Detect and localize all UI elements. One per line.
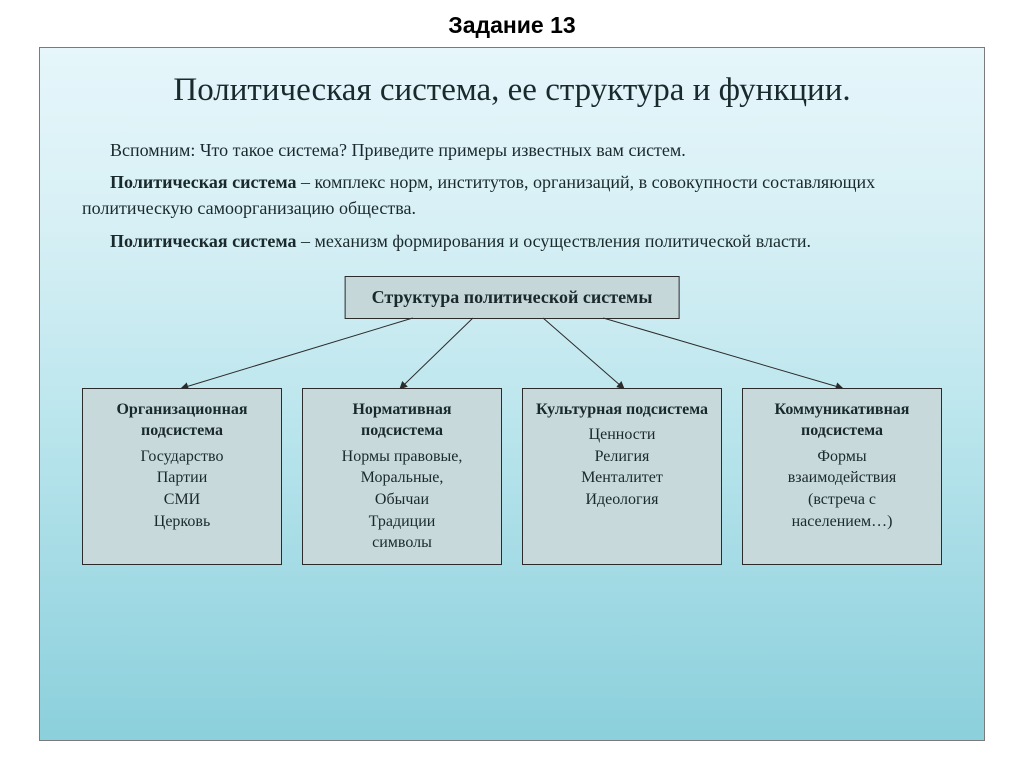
child0-item3: Церковь	[91, 511, 273, 533]
connector-line-3	[603, 318, 842, 388]
child2-item3: Идеология	[531, 489, 713, 511]
child-title-3: Коммуникативная подсистема	[751, 399, 933, 442]
child1-item4: символы	[311, 532, 493, 554]
child3-item2: (встреча с	[751, 489, 933, 511]
slide: Политическая система, ее структура и фун…	[39, 47, 985, 741]
p2-bold: Политическая система	[110, 231, 296, 251]
paragraph-def1: Политическая система – комплекс норм, ин…	[82, 169, 942, 221]
slide-title: Политическая система, ее структура и фун…	[82, 70, 942, 111]
paragraph-def2: Политическая система – механизм формиров…	[82, 228, 942, 254]
p2-text: – механизм формирования и осуществления …	[296, 231, 811, 251]
child1-item0: Нормы правовые,	[311, 446, 493, 468]
child-title-0: Организационная подсистема	[91, 399, 273, 442]
root-box: Структура политической системы	[345, 276, 680, 319]
child1-item2: Обычаи	[311, 489, 493, 511]
page-title: Задание 13	[448, 12, 575, 39]
child-title-2: Культурная подсистема	[531, 399, 713, 421]
connector-line-1	[401, 318, 473, 388]
diagram: Структура политической системы Организац…	[82, 276, 942, 596]
child1-item3: Традиции	[311, 511, 493, 533]
connector-line-2	[543, 318, 623, 388]
child3-item1: взаимодействия	[751, 467, 933, 489]
child-title-1: Нормативная подсистема	[311, 399, 493, 442]
child2-item2: Менталитет	[531, 467, 713, 489]
children-row: Организационная подсистема Государство П…	[82, 388, 942, 565]
connector-lines	[182, 318, 842, 388]
child2-item1: Религия	[531, 446, 713, 468]
paragraph-intro: Вспомним: Что такое система? Приведите п…	[82, 137, 942, 163]
child1-item1: Моральные,	[311, 467, 493, 489]
child-box-0: Организационная подсистема Государство П…	[82, 388, 282, 565]
child0-item2: СМИ	[91, 489, 273, 511]
child3-item0: Формы	[751, 446, 933, 468]
child3-item3: населением…)	[751, 511, 933, 533]
child-box-2: Культурная подсистема Ценности Религия М…	[522, 388, 722, 565]
child-box-3: Коммуникативная подсистема Формы взаимод…	[742, 388, 942, 565]
p1-bold: Политическая система	[110, 172, 296, 192]
child-box-1: Нормативная подсистема Нормы правовые, М…	[302, 388, 502, 565]
child0-item1: Партии	[91, 467, 273, 489]
root-label: Структура политической системы	[372, 287, 653, 307]
child2-item0: Ценности	[531, 424, 713, 446]
child0-item0: Государство	[91, 446, 273, 468]
p0-text: Вспомним: Что такое система? Приведите п…	[110, 140, 686, 160]
connector-line-0	[182, 318, 413, 388]
